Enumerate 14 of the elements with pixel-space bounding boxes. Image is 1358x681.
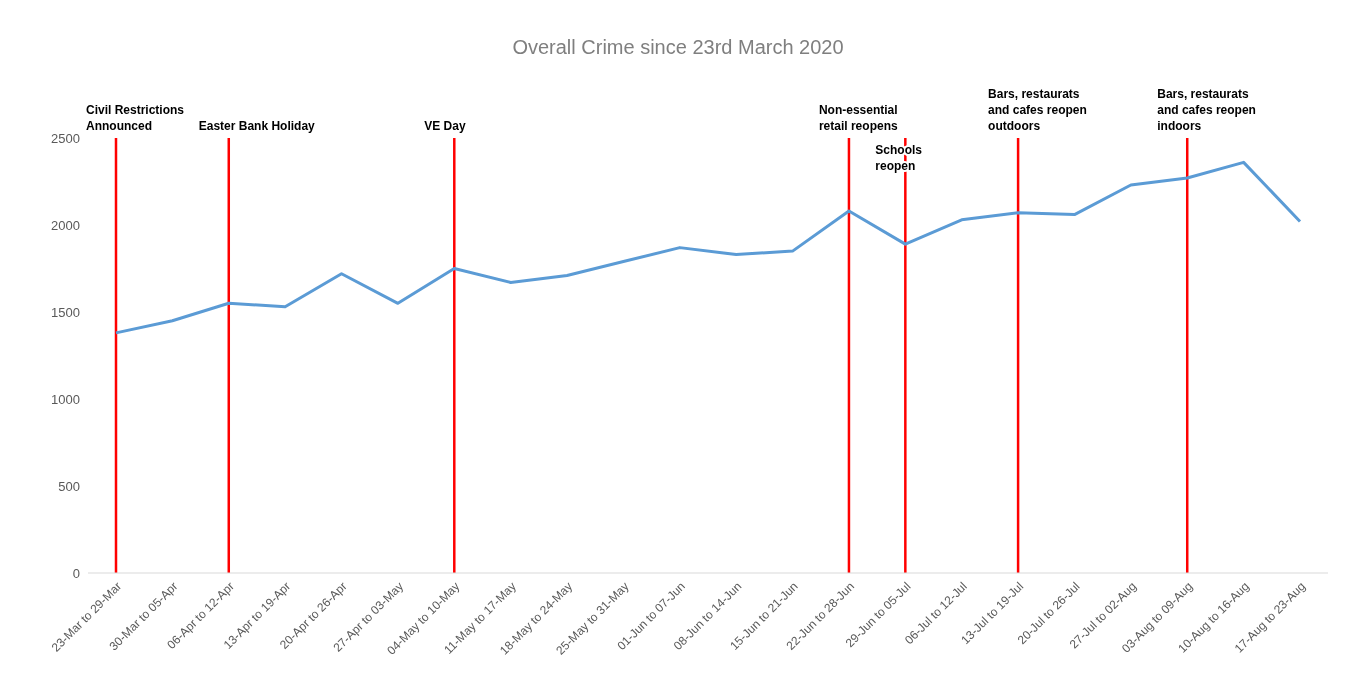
y-tick-label: 500 [58, 478, 80, 494]
y-tick-label: 0 [72, 565, 80, 581]
y-tick-label: 1000 [51, 391, 80, 407]
ref-line-label: Easter Bank Holiday [198, 119, 316, 133]
line-series [114, 160, 1302, 335]
y-tick-label: 1500 [51, 304, 80, 320]
y-tick-label: 2500 [51, 130, 80, 146]
ref-line-label: Bars, restaurats and cafes reopen indoors [1157, 87, 1256, 133]
ref-line-label: Civil Restrictions Announced [86, 103, 185, 133]
y-tick-label: 2000 [51, 217, 80, 233]
ref-line-label: Bars, restaurats and cafes reopen outdoors [988, 87, 1087, 133]
chart-title: Overall Crime since 23rd March 2020 [511, 36, 845, 59]
ref-line-label: Non-essential retail reopens [818, 103, 898, 133]
ref-line-label: VE Day [424, 119, 466, 133]
